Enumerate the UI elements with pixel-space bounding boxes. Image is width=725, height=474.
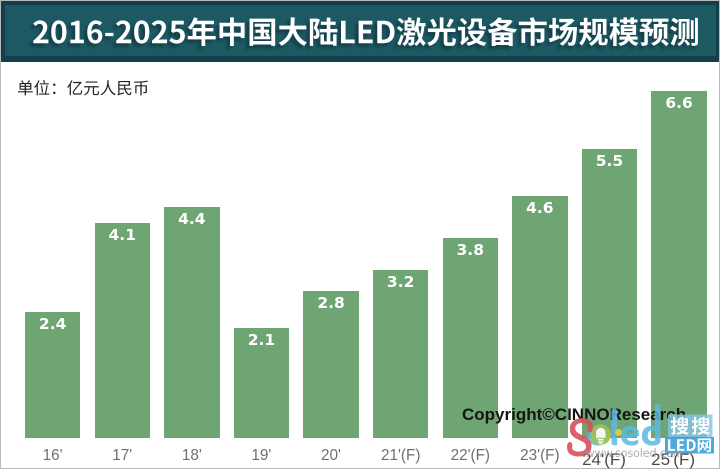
bar-value-label: 2.1 <box>247 330 276 349</box>
category-label: 18' <box>181 447 202 464</box>
bar-chart: 2.4 16' 4.1 17' 4.4 18' 2.1 19' 2.8 20' 3.2 21'(F) 3… <box>1 1 719 470</box>
bar-value-label: 2.8 <box>317 293 345 312</box>
page-title-glyphs <box>30 17 699 50</box>
category-label: 19' <box>251 447 272 464</box>
bar-20: 2.8 <box>303 290 359 438</box>
title-banner: 2016-2025年中国大陆LED激光设备市场规模预测 <box>1 1 719 62</box>
category-label: 24'(F) <box>582 450 626 470</box>
copyright-text: Copyright©CINNOResearch <box>462 404 687 424</box>
category-label: 25'(F) <box>651 450 696 470</box>
category-label: 17' <box>112 447 133 464</box>
bar-value-label: 3.2 <box>386 272 415 291</box>
bar-16: 2.4 <box>24 311 81 438</box>
category-label: 21'(F) <box>380 447 421 464</box>
bar-value-label: 4.4 <box>178 209 206 228</box>
bar-23: 4.6 <box>512 196 568 438</box>
bar-25: 6.6 <box>651 91 707 438</box>
bar-value-label: 4.6 <box>526 199 554 218</box>
category-label: 16' <box>42 447 63 464</box>
bar-value-label: 5.5 <box>595 152 624 171</box>
bar-21: 3.2 <box>372 269 429 438</box>
bar-17: 4.1 <box>94 222 150 438</box>
category-label: 23'(F) <box>520 447 560 464</box>
bar-value-label: 6.6 <box>665 94 693 113</box>
category-label: 22'(F) <box>450 447 491 464</box>
bar-value-label: 2.4 <box>38 314 67 333</box>
page-title-text-path <box>33 17 699 47</box>
category-label: 20' <box>321 447 341 464</box>
bar-19: 2.1 <box>233 327 290 438</box>
bar-value-label: 4.1 <box>108 225 136 244</box>
bar-22: 3.8 <box>442 238 498 438</box>
bar-value-label: 3.8 <box>456 241 484 260</box>
bar-24: 5.5 <box>581 149 638 438</box>
bar-18: 4.4 <box>164 206 220 438</box>
